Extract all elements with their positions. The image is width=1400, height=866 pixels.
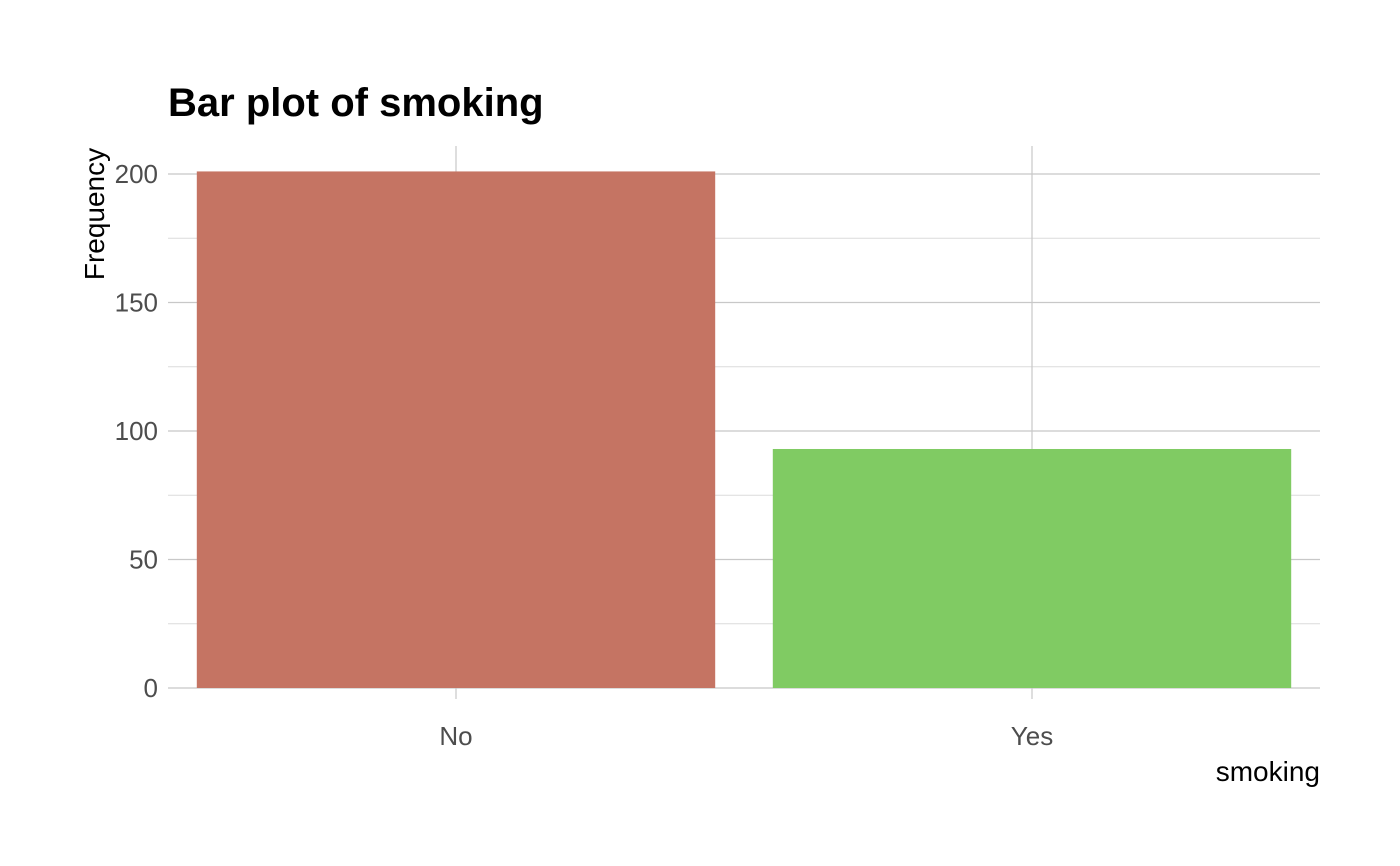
x-axis-ticks: No Yes (439, 721, 1053, 751)
y-tick-label: 100 (115, 416, 158, 446)
y-axis-ticks: 0 50 100 150 200 (115, 159, 158, 703)
y-tick-label: 150 (115, 288, 158, 318)
bar-yes (772, 448, 1292, 688)
bar-no (196, 171, 716, 688)
y-tick-label: 50 (129, 545, 158, 575)
x-tick-label: No (439, 721, 472, 751)
y-axis-title: Frequency (79, 148, 110, 280)
bars (196, 171, 1292, 688)
x-tick-label: Yes (1011, 721, 1053, 751)
x-axis-title: smoking (1216, 756, 1320, 787)
chart-title: Bar plot of smoking (168, 81, 544, 125)
y-tick-label: 0 (144, 673, 158, 703)
y-tick-label: 200 (115, 159, 158, 189)
